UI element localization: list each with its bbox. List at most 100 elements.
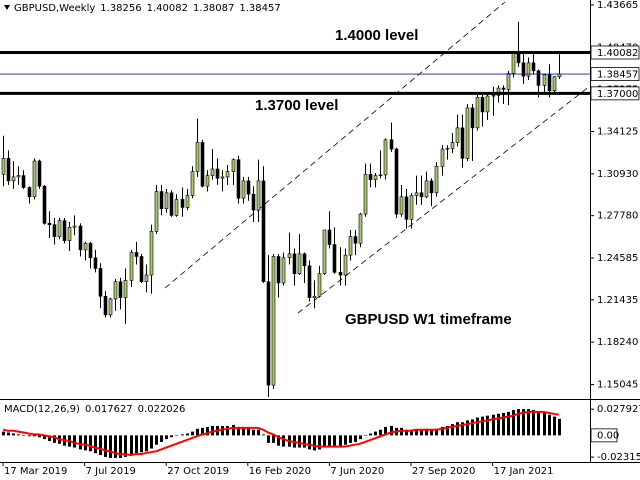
candle-body [424, 180, 429, 198]
candle-body [164, 192, 169, 210]
macd-bar [359, 435, 362, 440]
y-tick-label: 1.15045 [597, 380, 638, 391]
candle-body [72, 225, 77, 228]
candle-body [353, 236, 358, 244]
macd-bar [369, 433, 372, 436]
candle-body [215, 168, 220, 179]
macd-bar [405, 429, 408, 436]
y-tick-label: 1.18240 [597, 337, 638, 348]
macd-bar [282, 435, 285, 447]
macd-bar [73, 435, 76, 448]
macd-bar [318, 435, 321, 450]
macd-bar [145, 435, 148, 452]
candle-body [465, 107, 470, 159]
macd-bar [277, 435, 280, 446]
macd-bar [155, 435, 158, 445]
candle-body [174, 199, 179, 216]
candle-body [236, 159, 241, 199]
macd-bar [323, 435, 326, 447]
macd-bar [410, 429, 413, 436]
macd-bar [354, 435, 357, 442]
macd-bar [150, 435, 153, 449]
close: 1.38457 [239, 3, 280, 14]
macd-bar [313, 435, 316, 451]
macd-title: MACD(12,26,9) [4, 404, 80, 415]
macd-bar [502, 412, 505, 436]
macd-bar [430, 429, 433, 436]
candle-body [57, 220, 62, 237]
candle-body [496, 87, 501, 96]
candle-body [434, 166, 439, 194]
candle-body [383, 139, 388, 176]
candle-body [200, 142, 205, 187]
macd-bar [84, 435, 87, 451]
candle-body [27, 187, 32, 198]
macd-bar [181, 434, 184, 436]
macd-bar [191, 431, 194, 436]
header: GBPUSD,Weekly 1.38256 1.40082 1.38087 1.3845… [14, 3, 281, 14]
candle-body [134, 252, 139, 257]
macd-bar [206, 426, 209, 436]
macd-bar [425, 428, 428, 436]
candle-body [526, 62, 531, 77]
candle-body [62, 220, 67, 241]
y-tick-label: 1.34125 [597, 126, 638, 137]
candle-body [93, 257, 98, 269]
candle-body [251, 193, 256, 211]
candle-body [281, 257, 286, 284]
candle-body [404, 196, 409, 220]
macd-bar [486, 415, 489, 436]
candle-body [501, 87, 506, 90]
candle-body [88, 242, 93, 259]
macd-bar [512, 410, 515, 436]
macd-bar [553, 416, 556, 436]
macd-bar [522, 409, 525, 436]
candle-body [475, 97, 480, 129]
candle-body [256, 180, 261, 211]
candle-body [552, 76, 557, 92]
candle-body [445, 148, 450, 150]
candle-body [348, 236, 353, 256]
y-tick-label: 0.027927 [597, 404, 640, 415]
candle-body [103, 295, 108, 316]
candle-body [450, 142, 455, 149]
candle-body [485, 95, 490, 113]
y-tick-label: 1.43665 [597, 0, 638, 11]
candle-body [409, 195, 414, 220]
macd-bar [476, 417, 479, 436]
candle-body [6, 158, 11, 182]
x-tick-label: 27 Sep 2020 [412, 466, 475, 477]
macd-bar [527, 409, 530, 436]
candle-body [185, 195, 190, 208]
x-tick-label: 27 Oct 2019 [167, 466, 229, 477]
candle-body [547, 74, 552, 92]
menu-arrow[interactable] [4, 5, 10, 10]
x-tick-label: 16 Feb 2020 [249, 466, 311, 477]
candle-body [113, 281, 118, 300]
candle-body [266, 281, 271, 386]
candle-body [1, 158, 6, 175]
macd-bar [43, 435, 46, 440]
y-tick-label: 1.21435 [597, 295, 638, 306]
candle-body [536, 70, 541, 86]
macd-bar [226, 425, 229, 436]
macd-value: 0.017627 [85, 404, 133, 415]
macd-bar [48, 435, 51, 441]
candle-body [460, 127, 465, 159]
macd-bar [298, 435, 301, 448]
candle-body [32, 160, 37, 198]
candle-body [98, 268, 103, 297]
candle-body [261, 180, 266, 282]
candle-body [297, 253, 302, 275]
macd-bar [175, 435, 178, 436]
x-tick-label: 7 Jul 2019 [86, 466, 136, 477]
macd-bar [374, 431, 377, 436]
macd-bar [38, 435, 41, 438]
trend-line [164, 1, 506, 289]
candle-body [205, 175, 210, 187]
macd-bar [89, 435, 92, 452]
candle-body [169, 192, 174, 216]
x-tick-label: 17 Mar 2019 [4, 466, 67, 477]
macd-bar [170, 435, 173, 438]
